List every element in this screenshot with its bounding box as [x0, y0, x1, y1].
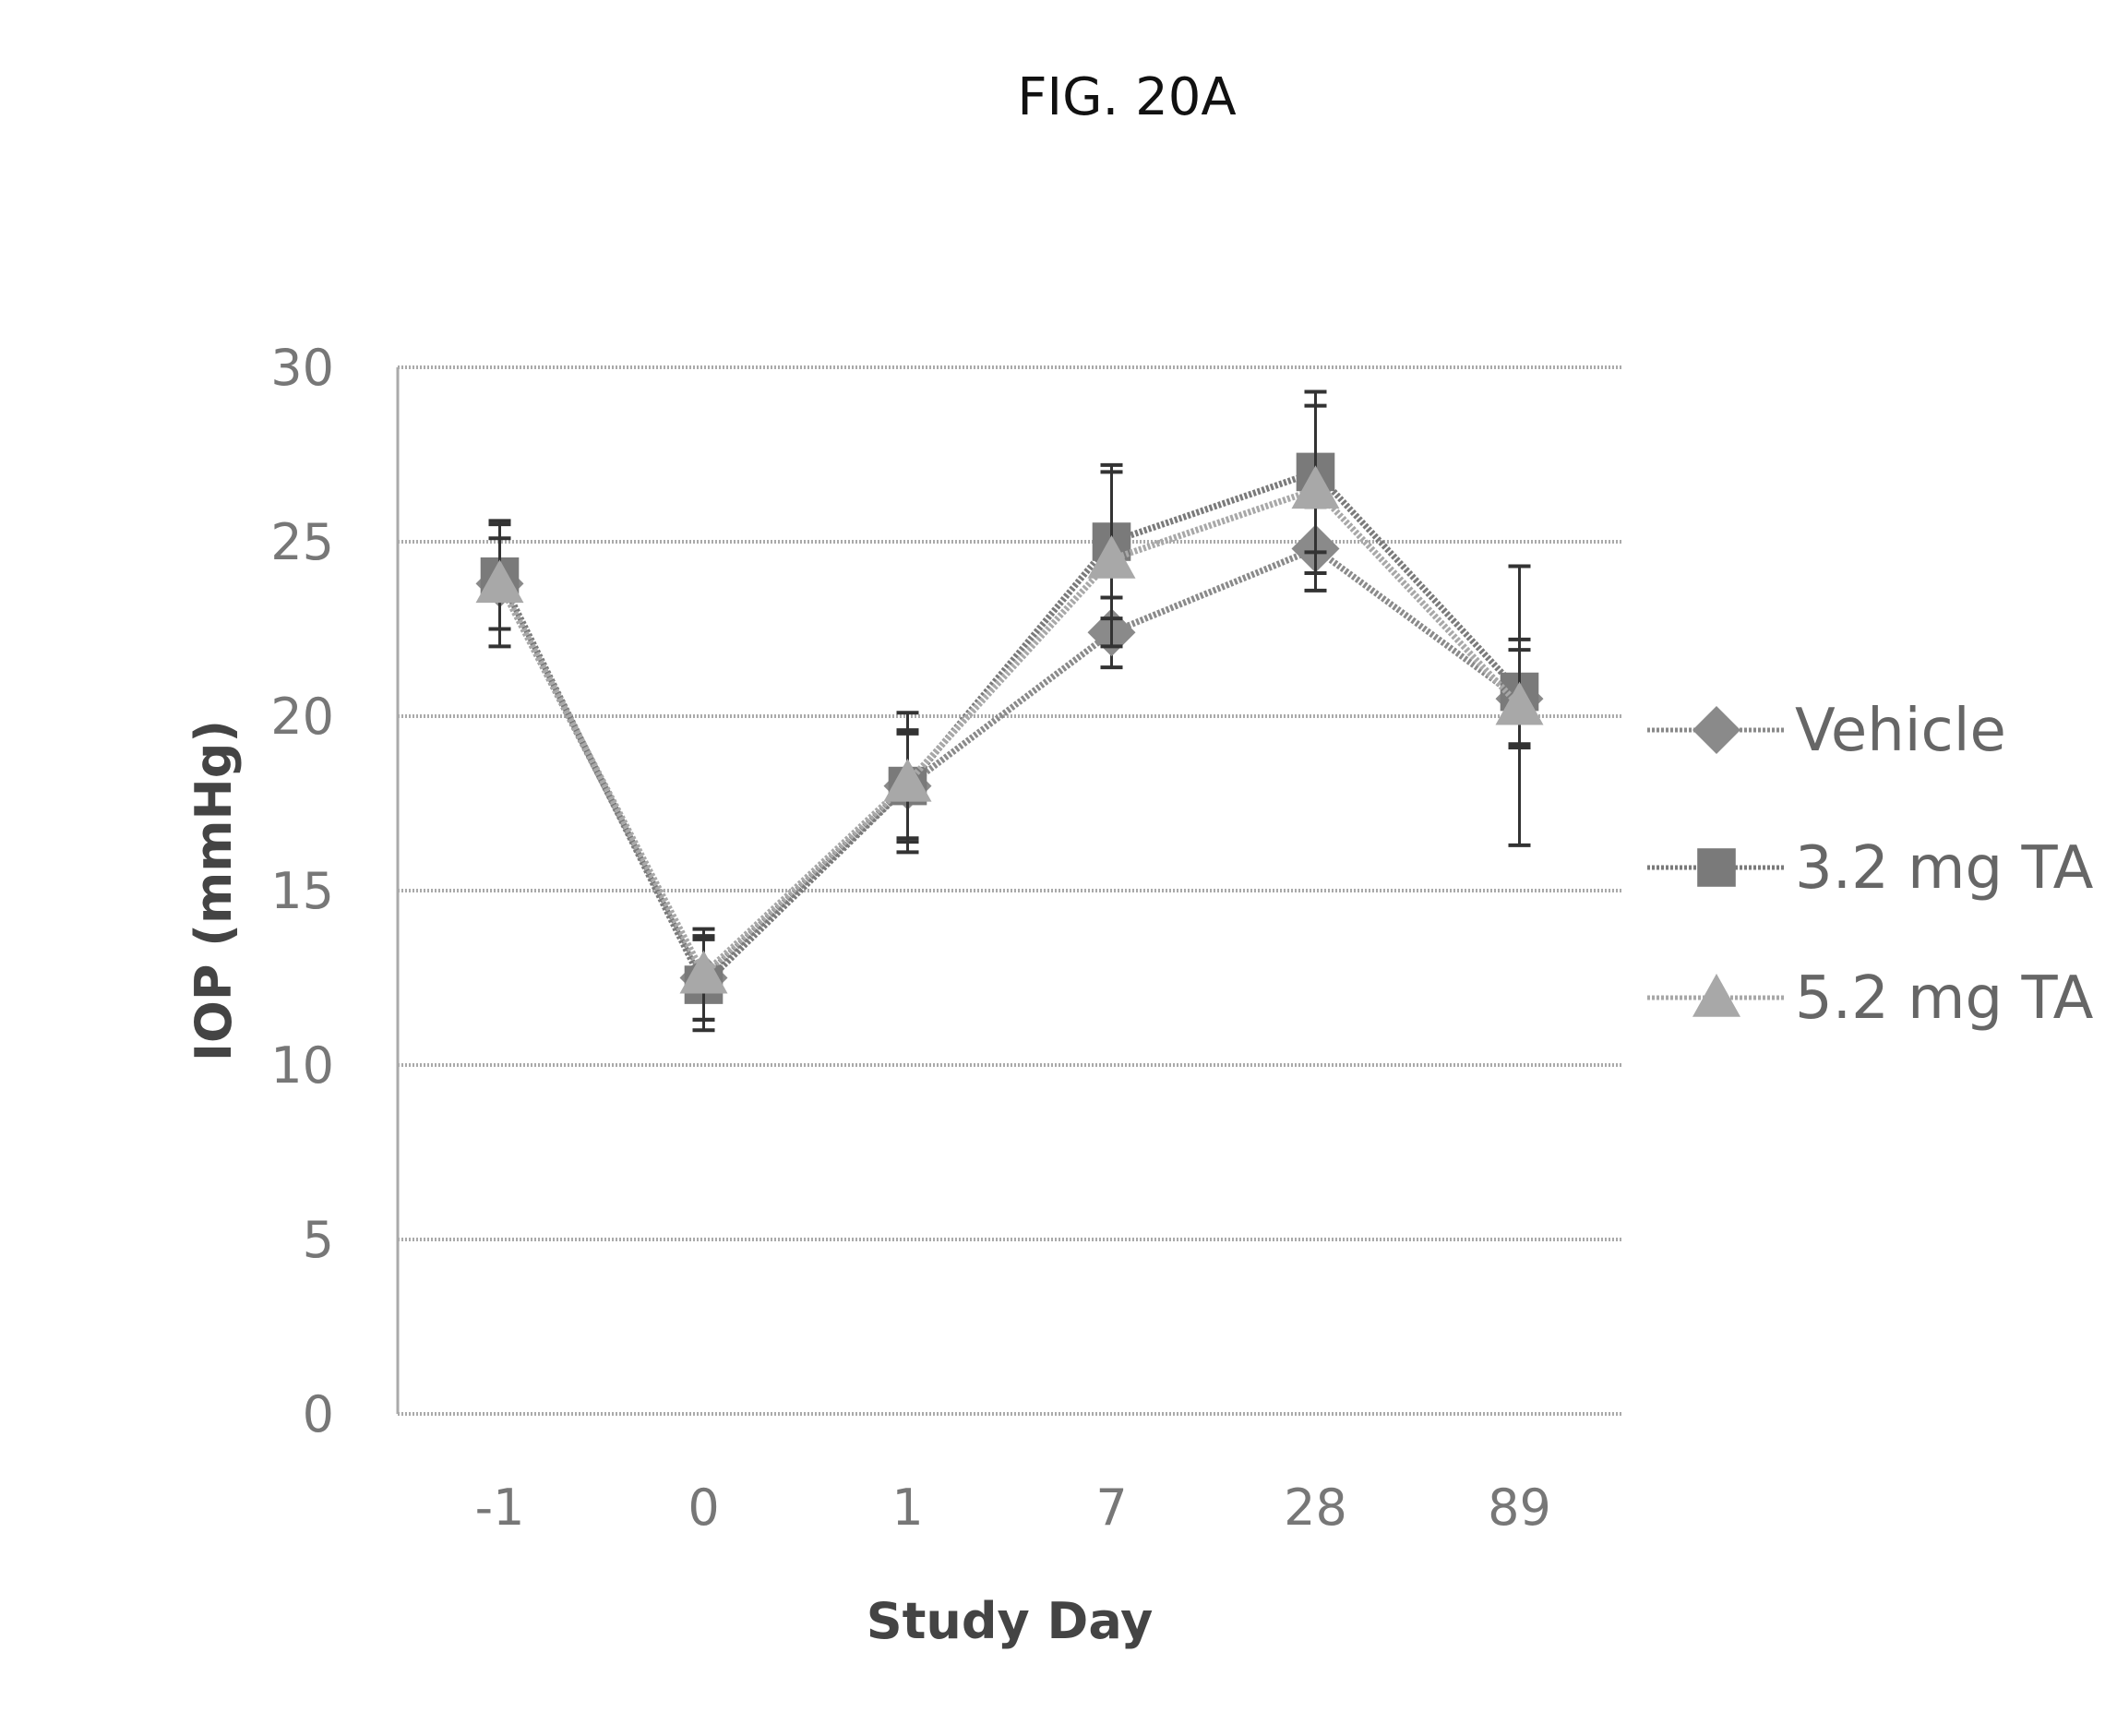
- y-tick-label: 0: [303, 1385, 334, 1443]
- series-vehicle: [475, 505, 1544, 1022]
- square-marker: [1697, 848, 1736, 887]
- legend-item: 5.2 mg TA: [1647, 964, 2094, 1033]
- triangle-marker: [679, 950, 728, 994]
- series-group: [475, 389, 1544, 1033]
- y-tick-label: 15: [270, 862, 334, 920]
- x-tick-label: -1: [475, 1479, 525, 1537]
- x-tick-label: 89: [1488, 1479, 1551, 1537]
- x-tick-labels: -1 0 1 7 28 89: [475, 1479, 1551, 1537]
- legend-item: Vehicle: [1647, 697, 2006, 765]
- y-tick-labels: 0 5 10 15 20 25 30: [270, 339, 334, 1443]
- y-tick-label: 10: [270, 1036, 334, 1095]
- y-tick-label: 25: [270, 513, 334, 571]
- chart-title: FIG. 20A: [1017, 67, 1236, 127]
- triangle-marker: [1291, 465, 1340, 509]
- y-tick-label: 5: [303, 1211, 334, 1269]
- series-5-2-mg-ta: [475, 403, 1544, 1022]
- triangle-marker: [883, 758, 932, 802]
- y-tick-label: 20: [270, 688, 334, 746]
- series-line: [496, 545, 1522, 984]
- triangle-marker: [475, 559, 524, 604]
- triangle-marker: [1692, 974, 1740, 1017]
- legend-label: 5.2 mg TA: [1795, 964, 2094, 1033]
- legend-label: Vehicle: [1795, 697, 2006, 765]
- x-tick-label: 7: [1095, 1479, 1127, 1537]
- legend-item: 3.2 mg TA: [1647, 834, 2094, 903]
- x-axis-label: Study Day: [867, 1592, 1154, 1650]
- legend: Vehicle 3.2 mg TA 5.2 mg TA: [1647, 697, 2094, 1033]
- legend-label: 3.2 mg TA: [1795, 834, 2094, 903]
- x-tick-label: 0: [688, 1479, 719, 1537]
- x-tick-label: 1: [891, 1479, 923, 1537]
- y-tick-label: 30: [270, 339, 334, 397]
- series-line: [496, 485, 1523, 980]
- diamond-marker: [1692, 706, 1740, 754]
- x-tick-label: 28: [1284, 1479, 1347, 1537]
- triangle-marker: [1495, 681, 1544, 725]
- gridlines: [396, 365, 1621, 1416]
- triangle-marker: [1087, 534, 1136, 579]
- y-axis-label: IOP (mmHg): [185, 720, 243, 1061]
- series-line: [496, 468, 1523, 990]
